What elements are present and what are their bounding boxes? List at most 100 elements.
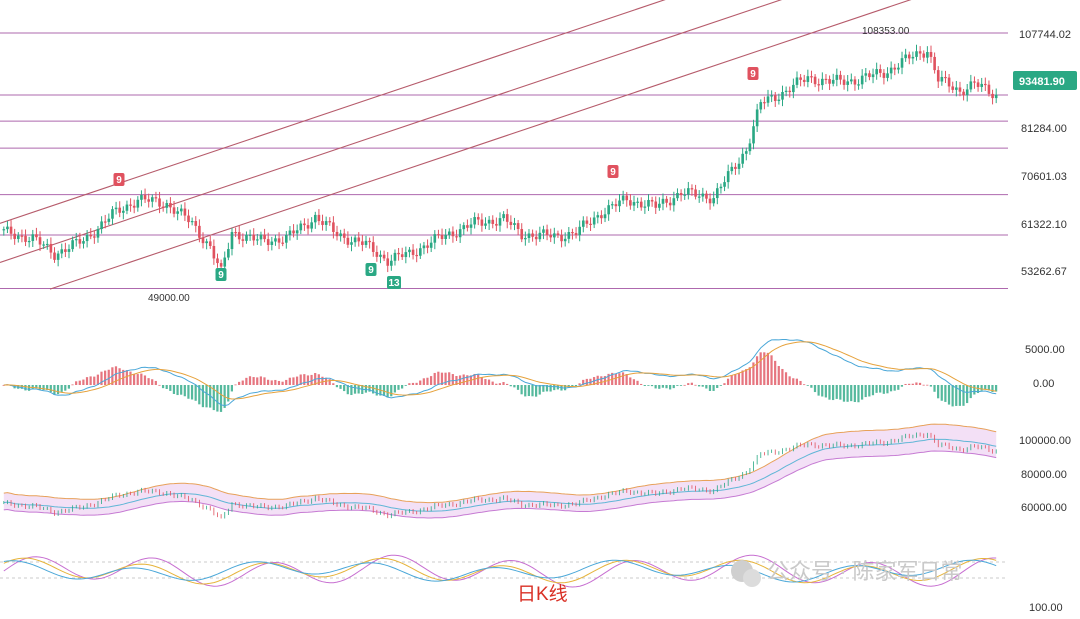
candle xyxy=(114,201,118,215)
macd-bar xyxy=(448,372,451,385)
macd-bar xyxy=(734,374,737,385)
candle xyxy=(303,218,306,231)
macd-bar xyxy=(777,366,780,385)
candle xyxy=(20,229,24,243)
candle-body xyxy=(16,235,20,239)
candle-body xyxy=(687,188,690,195)
macd-bar xyxy=(958,385,961,406)
candle xyxy=(632,195,636,212)
osc-k-line xyxy=(3,554,997,588)
macd-bar xyxy=(987,385,990,391)
macd-bar xyxy=(35,385,38,389)
candle xyxy=(24,229,27,247)
macd-bar xyxy=(82,379,85,385)
macd-bar xyxy=(669,385,672,390)
candle xyxy=(592,211,596,229)
macd-bar xyxy=(42,385,45,391)
candle xyxy=(828,75,831,91)
candle xyxy=(335,225,339,241)
candle xyxy=(752,119,755,150)
candle xyxy=(639,197,643,211)
macd-bar xyxy=(882,385,885,394)
candle xyxy=(295,224,299,240)
candle xyxy=(810,70,813,83)
macd-bar xyxy=(766,352,770,385)
candle xyxy=(212,239,216,265)
macd-bar xyxy=(730,375,733,385)
candle-body xyxy=(332,222,335,232)
candle xyxy=(375,245,379,262)
candle-body xyxy=(770,95,773,97)
candle-body xyxy=(538,232,542,240)
candle xyxy=(379,250,382,264)
macd-bar xyxy=(770,355,773,385)
candle-body xyxy=(205,241,208,244)
macd-bar xyxy=(516,385,520,390)
candle-body xyxy=(889,67,893,74)
macd-bar xyxy=(238,381,241,385)
macd-bar xyxy=(679,385,683,386)
candle xyxy=(447,228,451,239)
candle xyxy=(339,229,342,242)
macd-bar xyxy=(295,376,299,385)
candle xyxy=(100,216,103,234)
candle xyxy=(390,254,393,271)
macd-bar xyxy=(346,385,349,395)
macd-bar xyxy=(67,385,71,389)
macd-bar xyxy=(658,385,661,389)
candle-body xyxy=(842,79,846,85)
candle xyxy=(386,252,390,273)
candle xyxy=(600,210,603,224)
candle xyxy=(71,236,74,252)
macd-bar xyxy=(817,385,820,396)
macd-bar xyxy=(212,385,215,411)
macd-bar xyxy=(241,380,244,385)
candle-body xyxy=(980,83,984,87)
candle xyxy=(553,227,556,244)
candle xyxy=(900,51,904,75)
macd-bar xyxy=(784,372,788,385)
macd-bar xyxy=(328,379,331,385)
candle xyxy=(469,218,473,235)
candle-body xyxy=(592,217,596,225)
candle-body xyxy=(748,143,752,152)
candle-body xyxy=(781,91,784,100)
candle-body xyxy=(386,258,390,266)
candle-body xyxy=(868,73,871,78)
macd-bar xyxy=(636,380,639,385)
macd-bar xyxy=(477,374,480,385)
candle-body xyxy=(951,86,955,90)
macd-bar xyxy=(752,362,755,385)
candle-body xyxy=(306,225,310,229)
candle-body xyxy=(929,52,933,57)
macd-bar xyxy=(545,385,549,392)
candle xyxy=(60,243,64,259)
candle-body xyxy=(944,76,947,79)
candle xyxy=(784,86,788,97)
candle-body xyxy=(299,223,303,231)
macd-bar xyxy=(614,373,617,385)
macd-bar xyxy=(248,376,252,385)
candle xyxy=(444,229,447,245)
candle-body xyxy=(850,79,853,82)
candle xyxy=(176,207,179,221)
candle xyxy=(38,231,42,252)
macd-bar xyxy=(643,385,646,387)
macd-bar xyxy=(973,385,976,395)
macd-bar xyxy=(553,385,556,391)
macd-bar xyxy=(864,385,867,398)
candle-body xyxy=(288,230,292,235)
candle xyxy=(715,183,719,205)
candle-body xyxy=(571,232,574,234)
candle-body xyxy=(672,198,676,206)
candle-body xyxy=(422,245,426,249)
candle-body xyxy=(560,234,563,242)
candle xyxy=(766,89,770,107)
candle xyxy=(748,138,752,155)
candle-body xyxy=(404,252,408,258)
macd-bar xyxy=(980,385,983,391)
macd-bar xyxy=(317,374,320,385)
candle-body xyxy=(531,233,534,237)
macd-bar xyxy=(299,374,302,385)
candle-body xyxy=(636,201,639,203)
